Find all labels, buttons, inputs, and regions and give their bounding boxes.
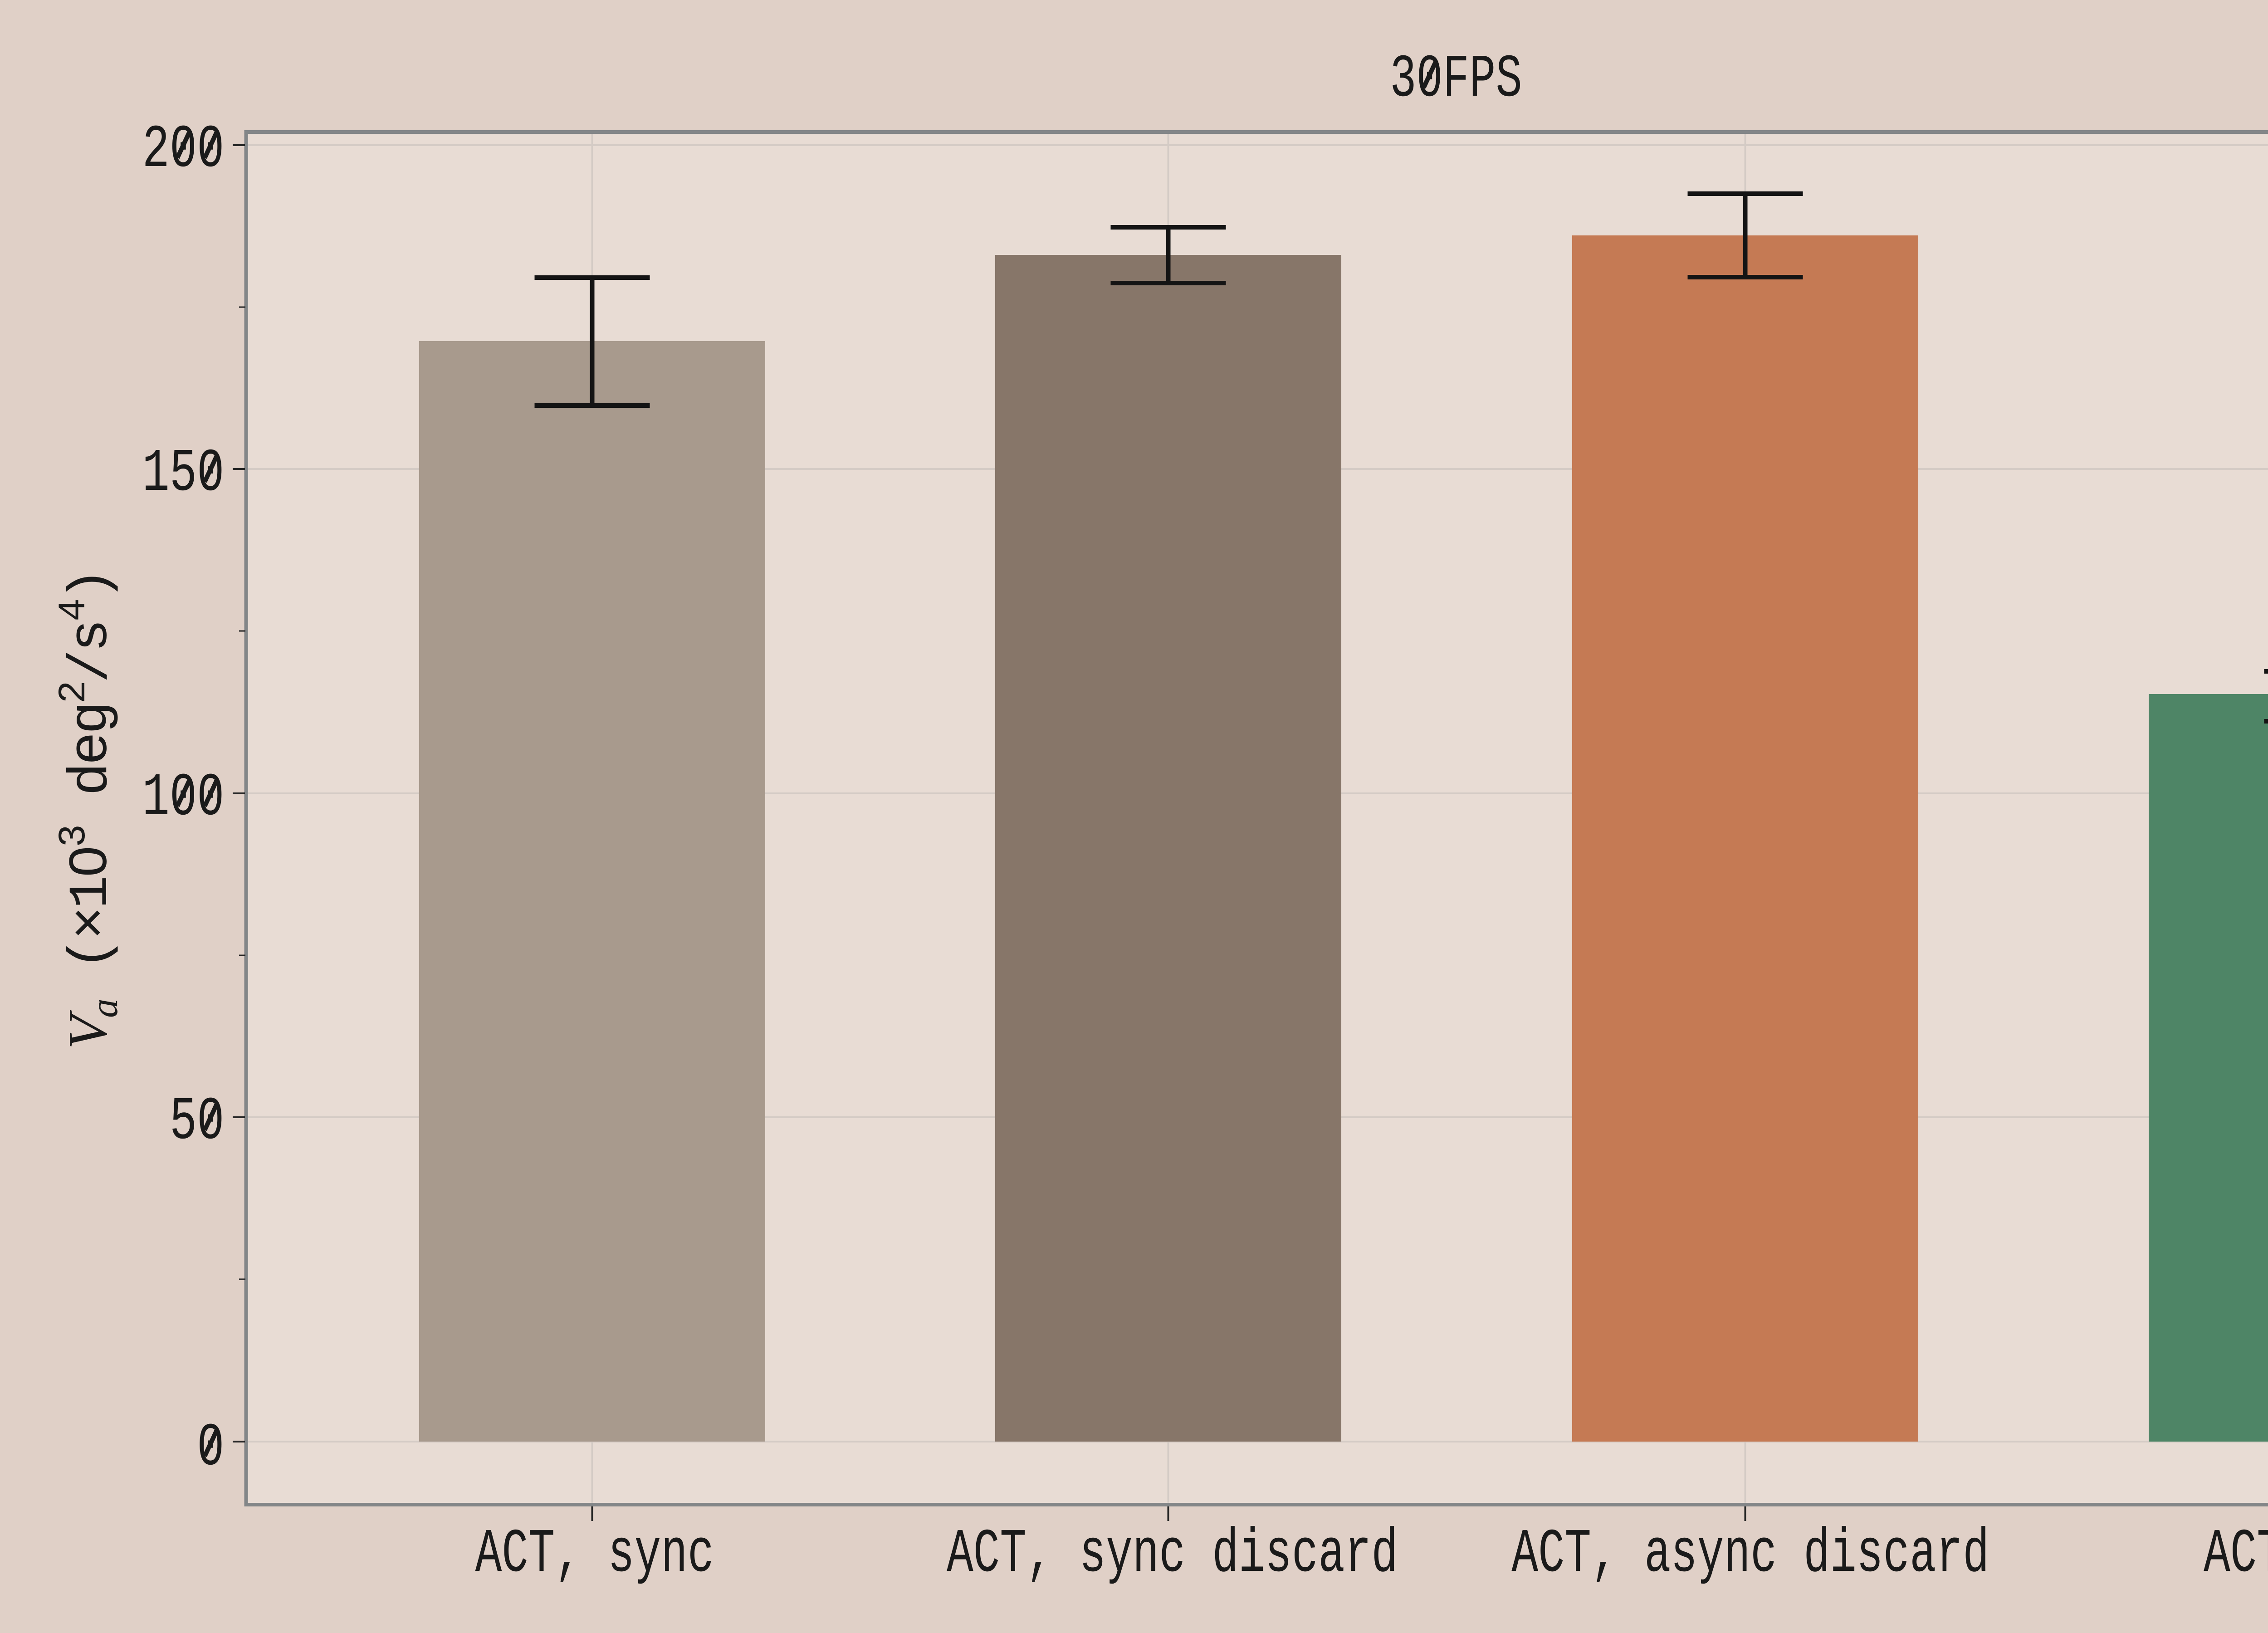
svg-text:150: 150 [142,440,225,508]
svg-text:50: 50 [170,1088,225,1156]
svg-text:ACTSmooth: ACTSmooth [2204,1519,2268,1589]
svg-text:ACT, sync: ACT, sync [475,1519,714,1589]
svg-text:ACT, async discard: ACT, async discard [1511,1519,1989,1589]
svg-text:ACT, sync discard: ACT, sync discard [947,1519,1398,1589]
svg-text:Va (×103 deg2/s4): Va (×103 deg2/s4) [52,567,126,1049]
svg-text:30FPS: 30FPS [1390,46,1522,114]
